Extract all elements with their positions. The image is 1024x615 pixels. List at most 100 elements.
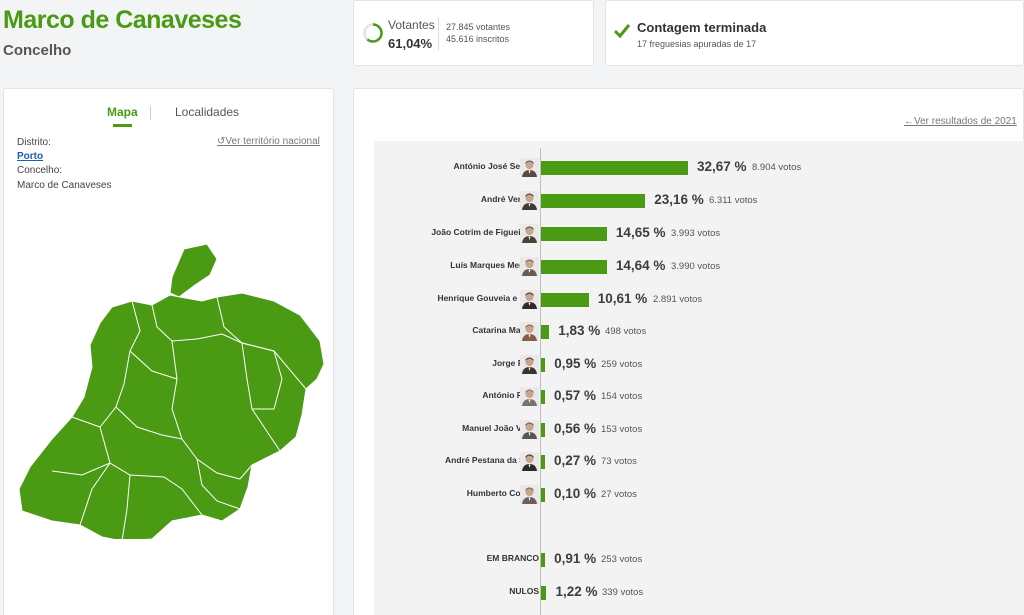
turnout-card: Votantes 61,04% 27.845 votantes 45.616 i… <box>353 0 594 66</box>
result-bar <box>541 358 546 372</box>
result-percent: 14,65 % <box>615 225 666 240</box>
candidate-row[interactable]: António José Seguro 32,67 % 8.904 votos <box>374 156 1024 180</box>
result-votes: 3.993 votos <box>671 228 721 239</box>
count-title: Contagem terminada <box>637 20 767 35</box>
result-bar <box>541 293 589 307</box>
result-votes: 3.990 votos <box>671 261 721 272</box>
council-value: Marco de Canaveses <box>17 180 112 191</box>
map-boundary <box>79 462 111 526</box>
results-chart <box>374 141 1024 615</box>
candidate-avatar-icon <box>520 158 539 177</box>
previous-results-link[interactable]: ←Ver resultados de 2021 <box>904 116 1017 127</box>
candidate-name: André Ventura <box>480 194 539 204</box>
result-bar <box>541 260 607 274</box>
result-percent: 1,83 % <box>558 323 601 338</box>
result-percent: 14,64 % <box>615 258 666 273</box>
chart-axis <box>540 148 541 615</box>
candidate-avatar-icon <box>520 322 539 341</box>
candidate-name: António Filipe <box>482 390 539 400</box>
tab-localities[interactable]: Localidades <box>175 105 240 119</box>
parish-map-shapes <box>18 243 325 539</box>
map-boundary <box>115 406 183 440</box>
candidate-row[interactable]: André Ventura 23,16 % 6.311 votos <box>374 189 1024 213</box>
count-subtitle: 17 freguesias apuradas de 17 <box>637 39 757 49</box>
district-link[interactable]: Porto <box>17 151 44 162</box>
page-subtitle: Concelho <box>3 42 72 59</box>
district-label: Distrito: <box>17 137 51 148</box>
candidate-row[interactable]: André Pestana da Silva 0,27 % 73 votos <box>374 450 1024 474</box>
result-percent: 0,91 % <box>554 551 597 566</box>
result-percent: 0,95 % <box>554 356 597 371</box>
candidate-row[interactable]: Luís Marques Mendes 14,64 % 3.990 votos <box>374 255 1024 279</box>
candidate-avatar-icon <box>520 290 539 309</box>
turnout-divider <box>438 17 439 51</box>
result-percent: 0,10 % <box>554 486 597 501</box>
parish-boundaries <box>51 296 307 539</box>
candidate-avatar-icon <box>520 191 539 210</box>
turnout-label: Votantes <box>388 18 435 32</box>
map-parish-north[interactable] <box>169 243 218 298</box>
result-bar <box>541 455 545 469</box>
results-panel: ←Ver resultados de 2021 António José Seg… <box>353 88 1024 615</box>
candidate-name: Jorge Pinto <box>492 358 539 368</box>
result-bar <box>541 390 545 404</box>
candidate-avatar-icon <box>520 387 539 406</box>
candidate-row[interactable]: João Cotrim de Figueiredo 14,65 % 3.993 vo… <box>374 222 1024 246</box>
other-votes-row[interactable]: EM BRANCO 0,91 % 253 votos <box>374 548 1024 572</box>
map-boundary <box>241 342 283 410</box>
candidate-row[interactable]: Catarina Martins 1,83 % 498 votos <box>374 320 1024 344</box>
candidate-avatar-icon <box>520 420 539 439</box>
result-votes: 259 votos <box>601 359 643 370</box>
map-boundary <box>121 474 131 539</box>
undo-icon: ↺ <box>217 136 226 147</box>
candidate-row[interactable]: António Filipe 0,57 % 154 votos <box>374 385 1024 409</box>
candidate-name: André Pestana da Silva <box>444 455 539 465</box>
result-bar <box>541 227 607 241</box>
candidate-row[interactable]: Jorge Pinto 0,95 % 259 votos <box>374 353 1024 377</box>
result-bar <box>541 423 545 437</box>
candidate-name: João Cotrim de Figueiredo <box>431 227 539 237</box>
arrow-left-icon: ← <box>904 116 914 127</box>
candidate-name: António José Seguro <box>453 161 539 171</box>
tab-divider <box>150 106 151 120</box>
result-votes: 6.311 votos <box>709 195 758 206</box>
turnout-ring-icon <box>363 23 383 43</box>
map-boundary <box>51 462 111 476</box>
result-votes: 339 votos <box>602 587 644 598</box>
map-boundary <box>171 340 253 480</box>
previous-results-link-text: Ver resultados de 2021 <box>914 116 1017 127</box>
candidate-avatar-icon <box>520 452 539 471</box>
candidate-row[interactable]: Manuel João Vieira 0,56 % 153 votos <box>374 418 1024 442</box>
tab-map[interactable]: Mapa <box>107 105 138 127</box>
result-bar <box>541 586 547 600</box>
result-votes: 154 votos <box>601 391 643 402</box>
result-bar <box>541 161 688 175</box>
map-parish-main[interactable] <box>18 292 325 539</box>
result-votes: 73 votos <box>601 456 637 467</box>
turnout-voters: 27.845 votantes <box>446 22 511 32</box>
result-percent: 23,16 % <box>654 192 704 207</box>
result-votes: 2.891 votos <box>653 294 703 305</box>
result-bar <box>541 194 646 208</box>
candidate-name: Catarina Martins <box>472 325 539 335</box>
council-map <box>18 243 325 539</box>
candidate-name: Henrique Gouveia e Melo <box>437 293 539 303</box>
national-territory-link[interactable]: ↺Ver território nacional <box>217 136 320 147</box>
result-percent: 0,27 % <box>554 453 597 468</box>
map-boundary <box>99 426 203 516</box>
result-votes: 8.904 votos <box>752 162 802 173</box>
other-votes-row[interactable]: NULOS 1,22 % 339 votos <box>374 581 1024 605</box>
candidate-row[interactable]: Humberto Correia 0,10 % 27 votos <box>374 483 1024 507</box>
candidate-avatar-icon <box>520 355 539 374</box>
result-percent: 0,57 % <box>554 388 597 403</box>
result-bar <box>541 553 546 567</box>
candidate-avatar-icon <box>520 485 539 504</box>
candidate-name: NULOS <box>509 586 539 596</box>
candidate-row[interactable]: Henrique Gouveia e Melo 10,61 % 2.891 voto… <box>374 288 1024 312</box>
count-card: Contagem terminada 17 freguesias apurada… <box>605 0 1024 66</box>
turnout-percent: 61,04% <box>388 36 433 51</box>
candidate-avatar-icon <box>520 224 539 243</box>
result-votes: 153 votos <box>601 424 643 435</box>
checkmark-icon <box>613 24 631 39</box>
map-boundary <box>196 458 241 510</box>
